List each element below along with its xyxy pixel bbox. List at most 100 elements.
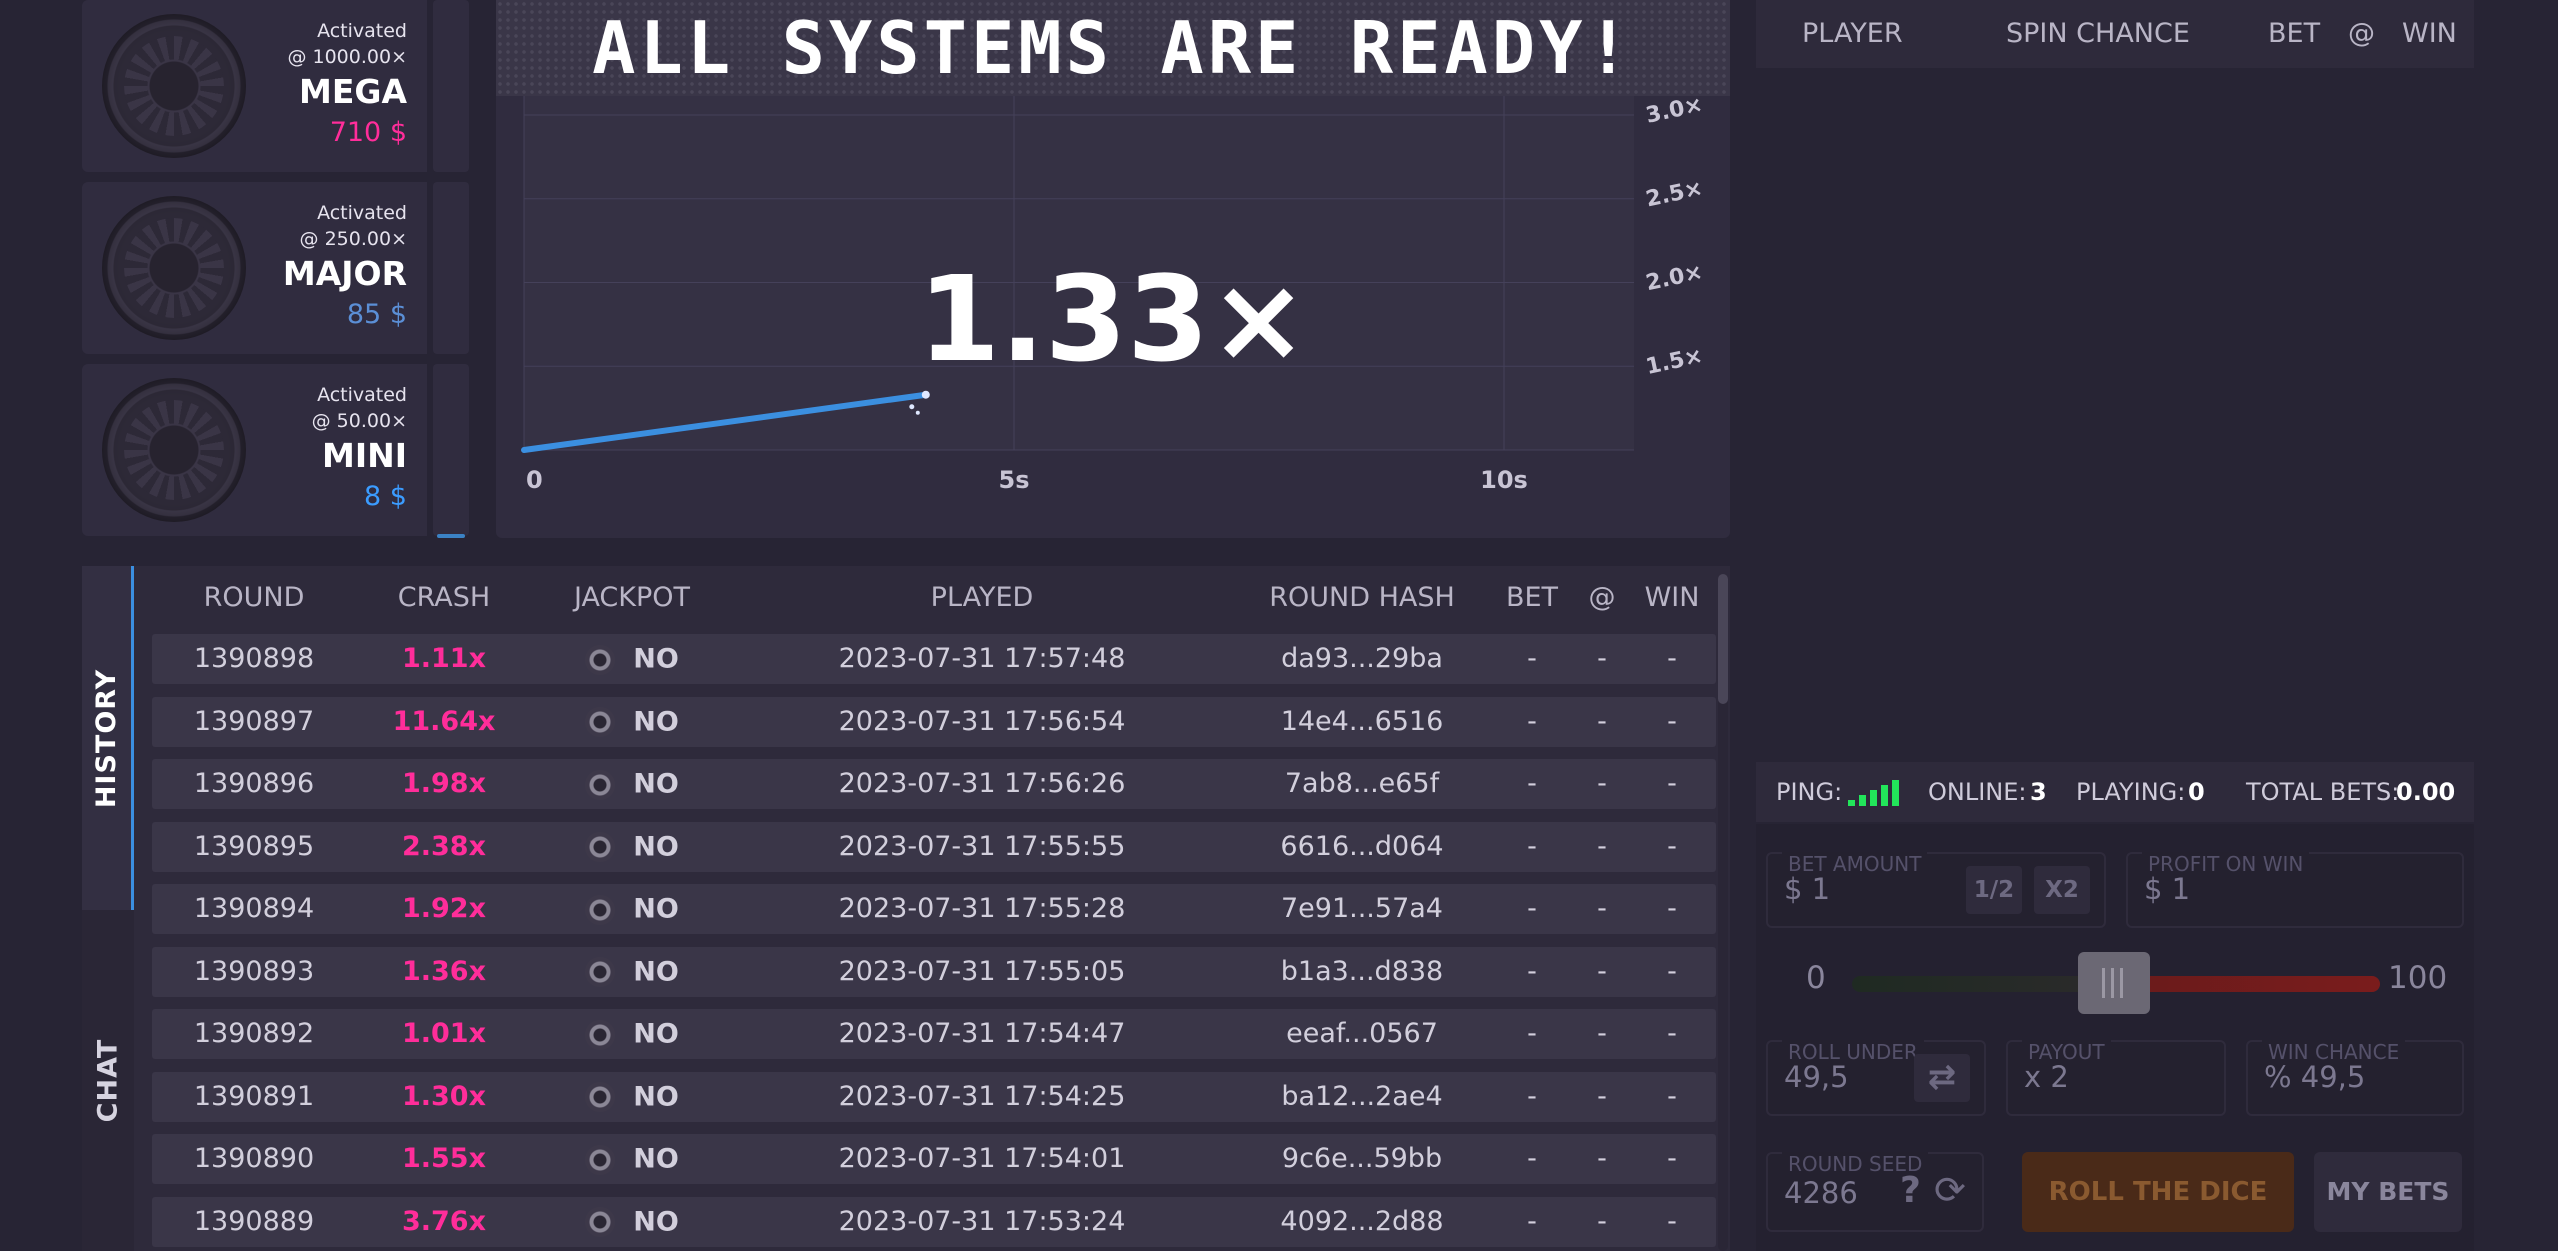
history-scrollbar[interactable] (1718, 574, 1728, 1251)
crash-cell: 1.55x (401, 1143, 487, 1174)
coin-icon (585, 707, 616, 737)
hash-cell: ba12...2ae4 (1281, 1080, 1443, 1112)
history-scrollbar-thumb[interactable] (1718, 574, 1728, 704)
swap-icon[interactable]: ⇄ (1914, 1054, 1970, 1102)
round-cell: 1390891 (193, 1080, 315, 1112)
status-bar: PING: ONLINE: 3 PLAYING: 0 TOTAL BETS: 0… (1756, 762, 2474, 822)
table-row[interactable]: 1390898 1.11x NO 2023-07-31 17:57:48 da93...… (152, 634, 1716, 684)
table-row[interactable]: 1390891 1.30x NO 2023-07-31 17:54:25 ba12...… (152, 1071, 1716, 1122)
my-bets-button[interactable]: MY BETS (2314, 1152, 2462, 1232)
roll-under-field[interactable]: ROLL UNDER 49,5 ⇄ (1766, 1040, 1986, 1116)
bet-amount-field[interactable]: BET AMOUNT $ 1 1/2 X2 (1766, 852, 2106, 928)
coin-icon (585, 832, 616, 862)
hash-cell: 7e91...57a4 (1281, 893, 1443, 924)
table-row[interactable]: 1390889 3.76x NO 2023-07-31 17:53:24 4092...… (152, 1196, 1716, 1247)
y-tick-label: 2.5× (1644, 176, 1705, 212)
slider-min: 0 (1806, 960, 1826, 996)
win-cell: - (1667, 643, 1677, 674)
tab-history[interactable]: HISTORY (82, 566, 134, 910)
playing-count: 0 (2188, 778, 2205, 806)
current-multiplier: 1.33× (917, 250, 1308, 388)
refresh-icon[interactable]: ⟳ (1934, 1168, 1966, 1212)
column-header: @ (1588, 582, 1616, 613)
table-row[interactable]: 1390892 1.01x NO 2023-07-31 17:54:47 eeaf...… (152, 1009, 1716, 1059)
col-bet: BET (2268, 18, 2321, 49)
jackpot-reel-icon (102, 196, 246, 340)
win-cell: - (1667, 830, 1677, 862)
at-cell: - (1597, 1080, 1607, 1112)
half-bet-button[interactable]: 1/2 (1966, 866, 2022, 914)
hash-cell: 6616...d064 (1280, 830, 1444, 862)
online-count: 3 (2030, 778, 2047, 806)
column-header: CRASH (397, 582, 491, 613)
crash-cell: 3.76x (401, 1205, 487, 1237)
y-tick-label: 3.0× (1644, 92, 1705, 128)
jackpot-cell: NO (532, 1197, 732, 1247)
tab-chat[interactable]: CHAT (82, 910, 134, 1251)
jackpot-amount: 85 $ (346, 299, 407, 330)
jackpot-info: Activated @ 50.00× MINI 8 $ (312, 382, 407, 516)
x-tick-label: 0 (526, 466, 543, 494)
payout-value: x 2 (2024, 1060, 2069, 1094)
profit-on-win-field[interactable]: PROFIT ON WIN $ 1 (2126, 852, 2464, 928)
jackpot-cell: NO (532, 759, 732, 809)
table-row[interactable]: 1390895 2.38x NO 2023-07-31 17:55:55 6616...… (152, 821, 1716, 872)
history-table: ROUND CRASH JACKPOT PLAYED ROUND HASH BET @ WIN… (134, 566, 1730, 1251)
jackpot-amount: 710 $ (329, 117, 407, 148)
coin-icon (585, 1144, 616, 1175)
slider-max: 100 (2388, 960, 2448, 996)
jackpot-info: Activated @ 250.00× MAJOR 85 $ (283, 200, 407, 334)
jackpot-value: NO (633, 706, 679, 737)
jackpot-value: NO (633, 643, 679, 675)
jackpot-name: MINI (321, 436, 407, 475)
table-row[interactable]: 1390896 1.98x NO 2023-07-31 17:56:26 7ab8...… (152, 759, 1716, 809)
bet-cell: - (1527, 830, 1537, 862)
crash-cell: 1.98x (401, 768, 487, 799)
jackpot-value: NO (633, 831, 679, 862)
played-cell: 2023-07-31 17:53:24 (838, 1205, 1126, 1237)
column-header: ROUND (203, 582, 305, 613)
jackpot-card-major: Activated @ 250.00× MAJOR 85 $ (82, 182, 427, 354)
played-cell: 2023-07-31 17:54:47 (838, 1018, 1126, 1049)
table-row[interactable]: 1390894 1.92x NO 2023-07-31 17:55:28 7e91...… (152, 884, 1716, 934)
round-seed-field[interactable]: ROUND SEED 4286 ? ⟳ (1766, 1152, 1984, 1232)
crash-cell: 1.11x (401, 643, 487, 674)
jackpot-reel-icon (102, 378, 246, 522)
round-cell: 1390897 (193, 705, 315, 737)
column-header: WIN (1644, 582, 1700, 613)
table-row[interactable]: 1390893 1.36x NO 2023-07-31 17:55:05 b1a3...… (152, 946, 1716, 997)
win-chance-field[interactable]: WIN CHANCE % 49,5 (2246, 1040, 2464, 1116)
help-icon[interactable]: ? (1900, 1170, 1921, 1211)
hash-cell: 14e4...6516 (1280, 705, 1444, 737)
total-bets-value: 0.00 (2396, 778, 2456, 806)
jackpot-name: MEGA (298, 72, 407, 111)
tab-history-label: HISTORY (91, 668, 123, 808)
column-header: JACKPOT (573, 582, 691, 613)
at-cell: - (1597, 1205, 1607, 1237)
table-row[interactable]: 1390890 1.55x NO 2023-07-31 17:54:01 9c6e...… (152, 1134, 1716, 1184)
jackpot-info: Activated @ 1000.00× MEGA 710 $ (287, 18, 407, 152)
jackpot-cell: NO (532, 634, 732, 684)
table-header: ROUND CRASH JACKPOT PLAYED ROUND HASH BET @ WIN (134, 566, 1730, 634)
roll-slider-handle[interactable] (2078, 952, 2150, 1014)
table-row[interactable]: 1390897 11.64x NO 2023-07-31 17:56:54 14e4..… (152, 696, 1716, 747)
jackpot-card-mega: Activated @ 1000.00× MEGA 710 $ (82, 0, 427, 172)
column-header: BET (1505, 582, 1559, 613)
payout-field[interactable]: PAYOUT x 2 (2006, 1040, 2226, 1116)
jackpot-value: NO (633, 1018, 679, 1050)
coin-icon (585, 1019, 616, 1050)
tab-chat-label: CHAT (92, 1038, 124, 1123)
hash-cell: eeaf...0567 (1286, 1018, 1438, 1049)
crash-cell: 1.30x (401, 1080, 487, 1112)
x-tick-label: 5s (999, 466, 1030, 494)
win-cell: - (1667, 705, 1677, 737)
jackpot-cell: NO (532, 947, 732, 997)
jackpot-amount: 8 $ (364, 481, 407, 512)
roll-the-dice-button[interactable]: ROLL THE DICE (2022, 1152, 2294, 1232)
double-bet-button[interactable]: X2 (2034, 866, 2090, 914)
jackpot-card-mini: Activated @ 50.00× MINI 8 $ (82, 364, 427, 536)
jackpot-cell: NO (532, 884, 732, 934)
coin-icon (585, 769, 616, 800)
jackpot-cell: NO (532, 1134, 732, 1184)
